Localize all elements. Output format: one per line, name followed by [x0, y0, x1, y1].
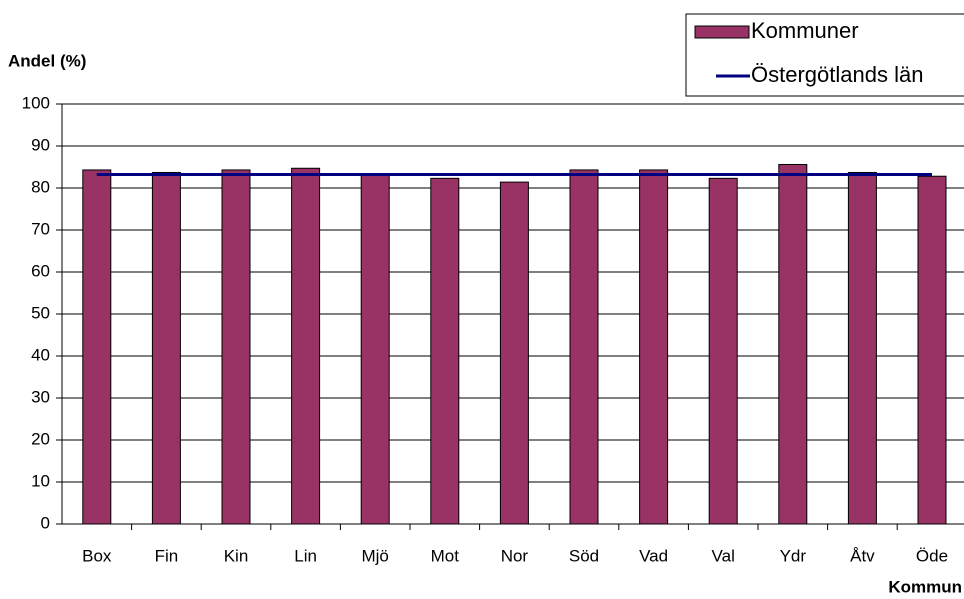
y-tick-label: 60 — [31, 261, 50, 280]
y-tick-label: 80 — [31, 177, 50, 196]
bar — [499, 181, 529, 525]
bar — [221, 169, 251, 525]
y-tick-label: 10 — [31, 471, 50, 490]
y-tick-label: 30 — [31, 387, 50, 406]
bar — [639, 169, 669, 525]
y-tick-label: 0 — [41, 513, 50, 532]
x-tick-label: Åtv — [850, 546, 875, 565]
legend-swatch — [694, 25, 750, 39]
bar — [847, 171, 877, 525]
x-tick-label: Box — [82, 546, 112, 565]
y-tick-label: 70 — [31, 219, 50, 238]
x-axis-label: Kommun — [888, 577, 962, 596]
x-tick-label: Mjö — [361, 546, 388, 565]
bar — [917, 175, 947, 525]
y-tick-label: 50 — [31, 303, 50, 322]
bar — [430, 177, 460, 525]
x-tick-label: Vad — [639, 546, 668, 565]
y-axis-label: Andel (%) — [8, 51, 86, 70]
legend-label: Kommuner — [751, 18, 859, 43]
bar — [151, 171, 181, 525]
y-tick-label: 20 — [31, 429, 50, 448]
bar — [708, 177, 738, 525]
bar — [778, 163, 808, 525]
y-tick-label: 90 — [31, 135, 50, 154]
x-tick-label: Söd — [569, 546, 599, 565]
x-tick-label: Kin — [224, 546, 249, 565]
bar — [360, 173, 390, 525]
legend-label: Östergötlands län — [751, 62, 923, 87]
bar — [82, 169, 112, 525]
y-tick-label: 40 — [31, 345, 50, 364]
x-tick-label: Öde — [916, 546, 948, 565]
x-tick-label: Ydr — [780, 546, 807, 565]
x-tick-label: Lin — [294, 546, 317, 565]
x-tick-label: Nor — [501, 546, 529, 565]
x-tick-label: Fin — [155, 546, 179, 565]
x-tick-label: Val — [712, 546, 735, 565]
bar — [291, 167, 321, 525]
y-tick-label: 100 — [22, 93, 50, 112]
bar — [569, 169, 599, 525]
x-tick-label: Mot — [431, 546, 460, 565]
